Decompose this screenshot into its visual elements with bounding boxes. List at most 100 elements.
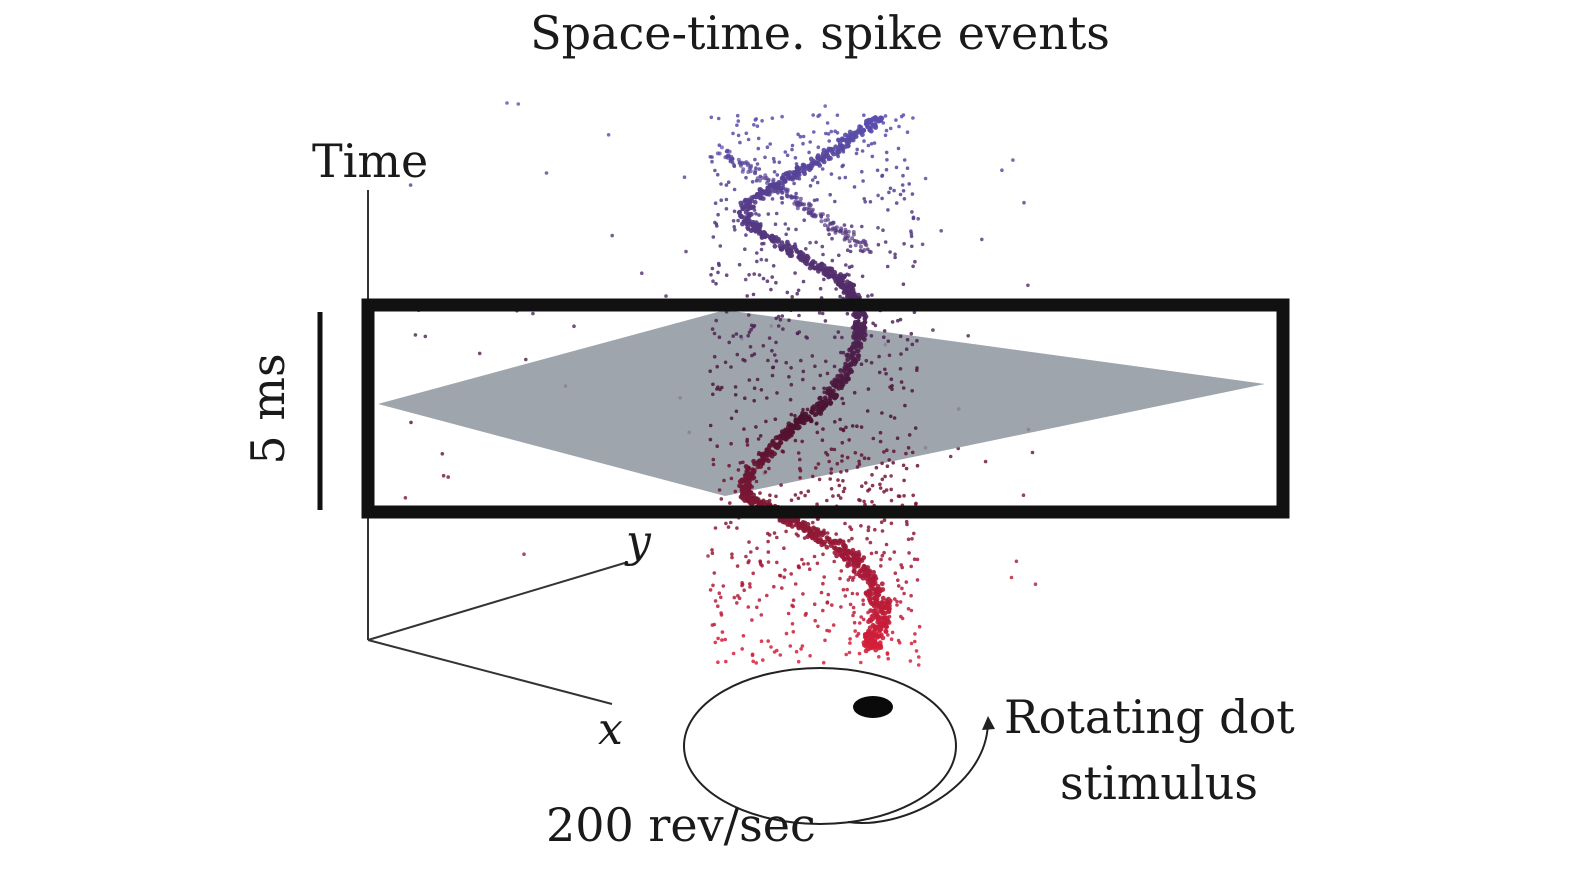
spike-dot: [806, 562, 810, 566]
spike-dot: [745, 443, 750, 447]
spike-dot: [741, 357, 745, 362]
spike-dot: [805, 416, 811, 421]
spike-dot: [838, 228, 843, 233]
spike-dot: [814, 422, 819, 426]
spike-dot: [848, 346, 854, 352]
spike-dot: [731, 651, 736, 656]
spike-dot: [822, 575, 826, 579]
highlight-box: [361, 298, 1290, 519]
spike-dot: [884, 542, 889, 547]
spike-dot: [911, 215, 916, 220]
spike-dot: [746, 137, 751, 142]
spike-dot: [717, 335, 722, 340]
spike-dot: [845, 143, 851, 149]
spike-dot: [813, 411, 819, 417]
spike-dot: [805, 534, 811, 540]
spike-dot: [876, 226, 880, 230]
spike-dot: [710, 155, 714, 159]
spike-dot: [821, 252, 825, 257]
spike-dot: [785, 194, 789, 199]
spike-dot: [740, 581, 744, 585]
spike-dot: [807, 150, 811, 155]
spike-dot: [775, 391, 779, 395]
spike-dot: [763, 155, 767, 160]
spike-dot: [779, 483, 783, 487]
spike-dot: [733, 385, 738, 389]
spike-dot: [779, 186, 784, 191]
spike-dot: [867, 118, 873, 123]
spike-dot: [765, 279, 770, 284]
spike-dot: [870, 500, 874, 504]
spike-dot: [815, 403, 821, 409]
spike-dot: [888, 414, 893, 419]
spike-dot: [887, 458, 891, 462]
spike-dot: [825, 531, 830, 535]
spike-dot: [833, 394, 839, 400]
spike-dot: [887, 353, 892, 358]
spike-dot: [828, 477, 832, 481]
spike-dot: [744, 233, 748, 237]
spike-dot: [778, 317, 783, 322]
spike-dot: [852, 323, 857, 329]
spike-dot: [836, 274, 842, 280]
spike-dot: [834, 225, 839, 230]
spike-dot: [781, 327, 785, 331]
spike-dot: [816, 161, 821, 166]
spike-dot: [768, 493, 772, 498]
spike-dot: [910, 389, 914, 393]
spike-dot: [880, 529, 885, 533]
spike-dot: [862, 564, 867, 570]
spike-dot: [784, 631, 789, 636]
spike-dot: [782, 243, 787, 249]
spike-dot: [882, 450, 886, 454]
spike-dot: [897, 124, 901, 129]
spike-dot: [847, 538, 851, 543]
spike-dot: [900, 586, 904, 591]
spike-dot: [780, 449, 785, 454]
spike-dot: [833, 228, 838, 233]
spike-dot: [741, 478, 747, 484]
spike-dot: [770, 373, 775, 378]
spike-dot: [743, 247, 747, 251]
spike-dot: [895, 599, 899, 604]
spike-dot: [966, 334, 970, 338]
spike-dot: [851, 351, 857, 356]
spike-dot: [810, 178, 815, 182]
spike-dot: [742, 588, 746, 592]
spike-dot: [758, 491, 762, 495]
spike-dot: [742, 427, 746, 431]
spike-dot: [912, 531, 916, 536]
spike-dot: [770, 184, 775, 189]
spike-dot: [815, 502, 819, 507]
spike-dot: [714, 281, 718, 286]
spike-dot: [766, 212, 771, 216]
spike-dot: [712, 354, 717, 359]
spike-dot: [862, 573, 867, 578]
spike-dot: [446, 475, 451, 479]
spike-dot: [776, 324, 781, 328]
spike-dot: [882, 614, 887, 620]
spike-dot: [711, 235, 716, 239]
spike-dot: [744, 221, 749, 227]
spike-dot: [868, 200, 873, 204]
spike-dot: [898, 367, 903, 371]
spike-dot: [717, 143, 722, 147]
spike-dot: [877, 354, 881, 359]
spike-dot: [843, 550, 848, 556]
spike-dot: [859, 453, 864, 457]
spike-dot: [821, 581, 825, 586]
spike-dot: [874, 596, 880, 602]
spike-dot: [801, 528, 807, 533]
spike-dot: [725, 149, 730, 154]
spike-dot: [735, 526, 739, 530]
spike-dot: [808, 140, 812, 144]
spike-dot: [784, 232, 788, 237]
spike-dot: [746, 333, 750, 338]
spike-dot: [802, 202, 807, 207]
rotation-rate-label: 200 rev/sec: [546, 798, 816, 852]
spike-dot: [878, 439, 883, 444]
spike-dot: [782, 546, 786, 550]
spike-dot: [830, 258, 835, 263]
spike-dot: [859, 524, 863, 528]
